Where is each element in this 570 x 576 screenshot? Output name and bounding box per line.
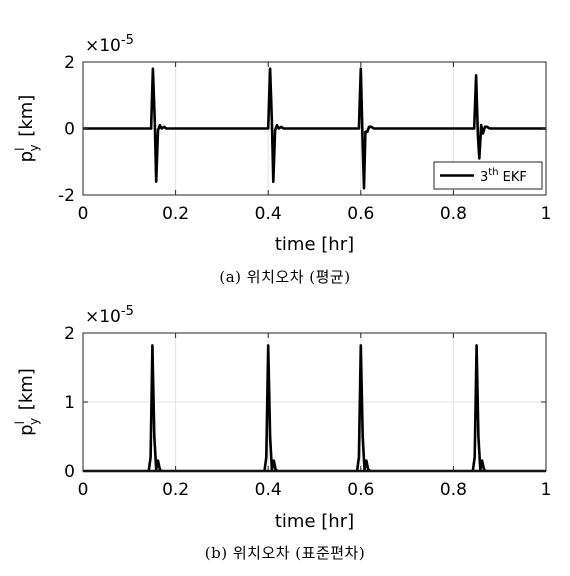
x-tick-label: 0.6 — [347, 480, 374, 500]
figure-caption: (b) 위치오차 (표준편차) — [205, 544, 365, 562]
x-tick-label: 1 — [541, 480, 552, 500]
x-axis-label: time [hr] — [275, 234, 354, 255]
y-exponent-label: ×10-5 — [85, 304, 134, 327]
series-line-1-pulse-3 — [355, 344, 371, 473]
x-tick-label: 0.8 — [440, 204, 467, 224]
y-tick-label: 2 — [64, 324, 75, 344]
y-tick-label: 0 — [64, 462, 75, 482]
series-line-1-pulse-4 — [471, 344, 487, 473]
chart-panel-b: 0 0.2 0.4 0.6 0.8 1 0 1 2 ×10-5 time [hr] ply [km] (… — [13, 304, 551, 562]
x-tick-label: 0.2 — [162, 480, 189, 500]
y-exponent-label: ×10-5 — [85, 33, 134, 56]
x-tick-label: 0.6 — [347, 204, 374, 224]
x-tick-label: 0.4 — [255, 204, 282, 224]
y-tick-label: -2 — [58, 186, 75, 206]
x-tick-label: 0.2 — [162, 204, 189, 224]
x-tick-label: 0 — [78, 480, 89, 500]
series-line-1-pulse-2 — [263, 344, 279, 473]
y-axis-label: ply [km] — [13, 95, 41, 163]
y-tick-label: 2 — [64, 53, 75, 73]
x-tick-label: 1 — [541, 204, 552, 224]
x-axis-label: time [hr] — [275, 511, 354, 532]
y-axis-label: ply [km] — [13, 368, 41, 436]
x-tick-label: 0.8 — [440, 480, 467, 500]
figure-caption: (a) 위치오차 (평균) — [219, 268, 350, 286]
x-tick-label: 0 — [78, 204, 89, 224]
series-line-1 — [83, 67, 546, 190]
y-tick-label: 1 — [64, 393, 75, 413]
y-tick-label: 0 — [64, 120, 75, 140]
series-line-1-pulse-1 — [147, 344, 163, 473]
x-tick-label: 0.4 — [255, 480, 282, 500]
legend-label: 3th EKF — [480, 167, 527, 185]
